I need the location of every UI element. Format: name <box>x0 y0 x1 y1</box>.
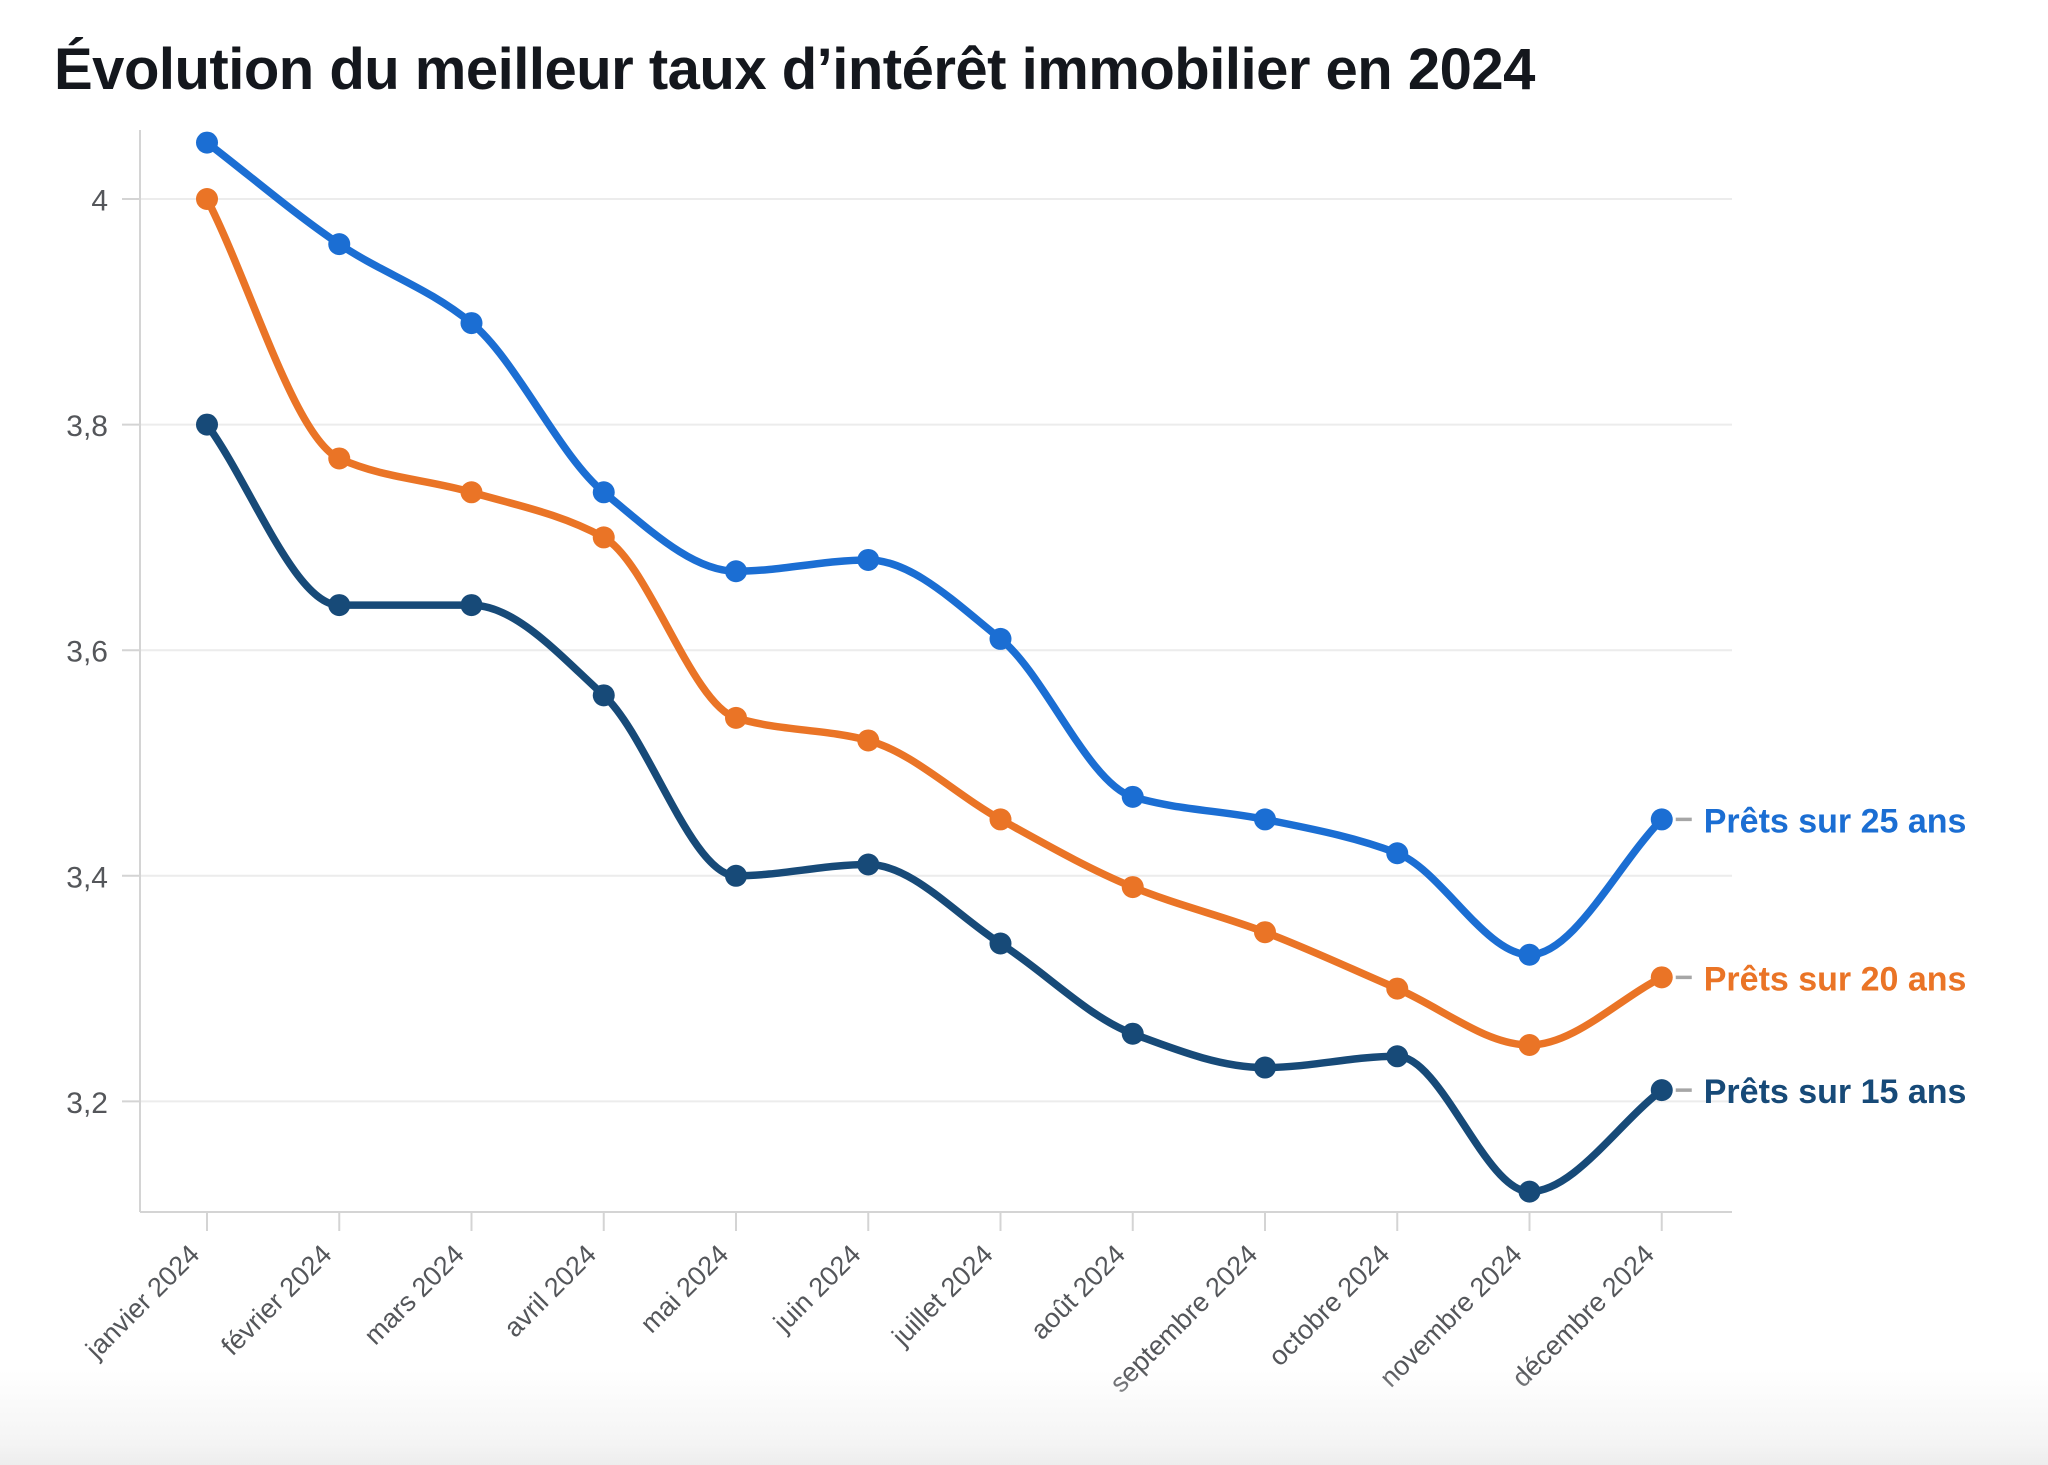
x-axis-label: novembre 2024 <box>1374 1239 1528 1393</box>
series-pr-ts-sur-25-ans-point <box>592 481 615 504</box>
series-pr-ts-sur-20-ans-point <box>1650 966 1673 989</box>
series-pr-ts-sur-20-ans-point <box>1121 876 1144 899</box>
x-axis-label: octobre 2024 <box>1263 1239 1396 1372</box>
legend-label: Prêts sur 20 ans <box>1704 960 1967 998</box>
series-pr-ts-sur-15-ans-point <box>1121 1022 1144 1045</box>
series-pr-ts-sur-25-ans-point <box>1254 808 1276 831</box>
series-pr-ts-sur-20-ans-line <box>203 195 1666 1049</box>
y-axis-label: 3,6 <box>66 636 108 669</box>
series-pr-ts-sur-25-ans-point <box>196 131 218 154</box>
y-axis-label: 3,8 <box>66 410 108 443</box>
series-pr-ts-sur-15-ans-point <box>989 932 1012 955</box>
y-axis-label: 3,4 <box>66 861 108 894</box>
series-pr-ts-sur-25-ans-point <box>1650 808 1673 831</box>
series-pr-ts-sur-15-ans-point <box>1254 1056 1276 1079</box>
series-pr-ts-sur-25-ans-point <box>460 312 483 335</box>
x-axis-label: juin 2024 <box>767 1239 866 1338</box>
legend-label: Prêts sur 25 ans <box>1704 802 1967 840</box>
series-pr-ts-sur-15-ans-point <box>1386 1045 1409 1068</box>
series-pr-ts-sur-25-ans-point <box>1518 943 1541 966</box>
series-pr-ts-sur-25-ans-point <box>989 627 1012 650</box>
series-pr-ts-sur-25-ans-point <box>1121 785 1144 808</box>
y-axis-label: 4 <box>91 185 108 218</box>
series-pr-ts-sur-25-ans-line <box>203 138 1666 959</box>
series-pr-ts-sur-20-ans-point <box>1386 977 1409 1000</box>
series-pr-ts-sur-20-ans-point <box>725 706 747 729</box>
series-pr-ts-sur-20-ans-point <box>460 481 483 504</box>
series-pr-ts-sur-20-ans-point <box>196 188 218 210</box>
x-axis-label: juillet 2024 <box>886 1239 999 1352</box>
x-axis-label: décembre 2024 <box>1506 1239 1660 1393</box>
series-pr-ts-sur-25-ans-point <box>328 233 351 256</box>
legend-label: Prêts sur 15 ans <box>1704 1073 1967 1111</box>
series-pr-ts-sur-15-ans-point <box>328 594 351 617</box>
series-pr-ts-sur-15-ans-point <box>725 864 747 887</box>
series-pr-ts-sur-15-ans-point <box>1518 1180 1541 1203</box>
series-pr-ts-sur-25-ans-point <box>725 560 747 583</box>
x-axis-label: avril 2024 <box>498 1239 602 1343</box>
series-pr-ts-sur-15-ans-point <box>592 684 615 707</box>
series-pr-ts-sur-20-ans-point <box>328 447 351 470</box>
series-pr-ts-sur-25-ans-point <box>1386 842 1409 865</box>
series-pr-ts-sur-15-ans-point <box>1650 1079 1673 1102</box>
series-pr-ts-sur-20-ans-point <box>989 808 1012 831</box>
series-pr-ts-sur-15-ans-line <box>203 420 1666 1196</box>
series-pr-ts-sur-15-ans-point <box>857 853 880 876</box>
series-pr-ts-sur-20-ans-point <box>1254 921 1276 944</box>
series-pr-ts-sur-25-ans-point <box>857 548 880 571</box>
x-axis-label: février 2024 <box>215 1239 337 1361</box>
series-pr-ts-sur-20-ans-point <box>1518 1034 1541 1056</box>
x-axis-label: mars 2024 <box>358 1239 469 1350</box>
x-axis-label: mai 2024 <box>634 1239 734 1339</box>
series-pr-ts-sur-20-ans-point <box>857 729 880 752</box>
y-axis-label: 3,2 <box>66 1087 108 1120</box>
series-pr-ts-sur-15-ans-point <box>196 413 218 436</box>
series-pr-ts-sur-15-ans-point <box>460 594 483 617</box>
series-pr-ts-sur-20-ans-point <box>592 526 615 549</box>
chart-title: Évolution du meilleur taux d’intérêt imm… <box>54 37 1535 102</box>
x-axis-label: août 2024 <box>1025 1239 1131 1345</box>
x-axis-label: janvier 2024 <box>79 1239 205 1365</box>
